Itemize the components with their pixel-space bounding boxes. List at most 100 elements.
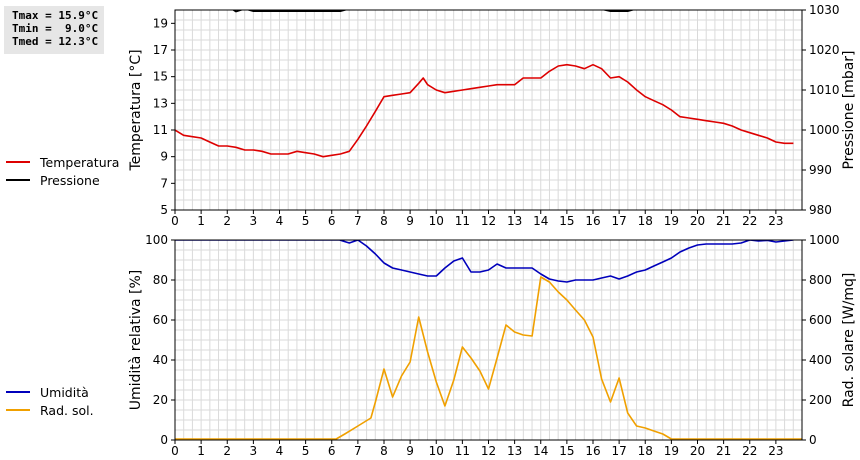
y-tick-label: 5 [160, 203, 168, 217]
y2-tick-label: 1030 [809, 3, 840, 17]
x-tick-label: 5 [302, 214, 310, 228]
y2-tick-label: 1000 [809, 123, 840, 137]
x-tick-label: 19 [664, 444, 679, 458]
y-tick-label: 80 [153, 273, 168, 287]
x-tick-label: 18 [638, 444, 653, 458]
series-line-temperatura [175, 63, 794, 158]
x-tick-label: 0 [171, 444, 179, 458]
y-tick-label: 11 [153, 123, 168, 137]
y2-tick-label: 400 [809, 353, 832, 367]
chart-2: 0 1 2 3 4 5 6 7 8 9 10 11 12 13 14 15 16 17 18 19 20 21 22 2302… [128, 233, 857, 458]
legend-item-temperatura: Temperatura [6, 153, 119, 171]
x-tick-label: 7 [354, 214, 362, 228]
y-tick-label: 60 [153, 313, 168, 327]
x-tick-label: 14 [533, 214, 548, 228]
legend-item-rad-sol: Rad. sol. [6, 401, 94, 419]
x-tick-label: 6 [328, 444, 336, 458]
legend-label-rad-sol: Rad. sol. [40, 402, 94, 418]
legend-item-pressione: Pressione [6, 171, 119, 189]
x-tick-label: 23 [768, 444, 783, 458]
x-tick-label: 8 [380, 444, 388, 458]
legend-bottom: Umidità Rad. sol. [6, 383, 94, 419]
x-tick-label: 10 [429, 214, 444, 228]
series-line-rad-sol [175, 276, 802, 440]
x-tick-label: 22 [742, 444, 757, 458]
y2-tick-label: 1000 [809, 233, 840, 247]
tmed-text: Tmed = 12.3°C [12, 35, 99, 48]
x-tick-label: 19 [664, 214, 679, 228]
y2-axis-title: Pressione [mbar] [841, 50, 857, 169]
x-tick-label: 20 [690, 214, 705, 228]
y-axis-title: Umidità relativa [%] [128, 270, 144, 411]
chart-1: 0 1 2 3 4 5 6 7 8 9 10 11 12 13 14 15 16 17 18 19 20 21 22 2357… [128, 3, 857, 228]
x-tick-label: 20 [690, 444, 705, 458]
stats-box: Tmax = 15.9°C Tmin = 9.0°C Tmed = 12.3°C [4, 6, 104, 54]
x-tick-label: 18 [638, 214, 653, 228]
x-tick-label: 9 [406, 214, 414, 228]
x-tick-label: 11 [455, 444, 470, 458]
legend-label-temperatura: Temperatura [40, 154, 120, 170]
x-tick-label: 13 [507, 214, 522, 228]
x-tick-label: 23 [768, 214, 783, 228]
x-tick-label: 15 [559, 214, 574, 228]
x-tick-label: 4 [276, 214, 284, 228]
x-tick-label: 12 [481, 214, 496, 228]
y-tick-label: 20 [153, 393, 168, 407]
x-tick-label: 12 [481, 444, 496, 458]
legend-swatch-umidita [6, 391, 30, 393]
x-tick-label: 1 [197, 214, 205, 228]
x-tick-label: 3 [250, 444, 258, 458]
x-tick-label: 15 [559, 444, 574, 458]
y2-tick-label: 980 [809, 203, 832, 217]
tmax-text: Tmax = 15.9°C [12, 9, 99, 22]
x-tick-label: 14 [533, 444, 548, 458]
x-tick-label: 17 [611, 214, 626, 228]
series-line-umidit [175, 240, 794, 283]
legend-label-umidita: Umidità [40, 384, 89, 400]
y-tick-label: 40 [153, 353, 168, 367]
y2-axis-title: Rad. solare [W/mq] [841, 273, 857, 408]
y-tick-label: 7 [160, 176, 168, 190]
y-tick-label: 0 [160, 433, 168, 447]
y-tick-label: 100 [145, 233, 168, 247]
y-axis-title: Temperatura [°C] [128, 49, 144, 171]
legend-label-pressione: Pressione [40, 172, 100, 188]
series-group [175, 240, 802, 440]
y2-tick-label: 0 [809, 433, 817, 447]
y-tick-label: 9 [160, 150, 168, 164]
x-tick-label: 16 [585, 444, 600, 458]
x-tick-label: 16 [585, 214, 600, 228]
y2-tick-label: 600 [809, 313, 832, 327]
x-tick-label: 22 [742, 214, 757, 228]
y2-tick-label: 990 [809, 163, 832, 177]
x-tick-label: 9 [406, 444, 414, 458]
x-tick-label: 0 [171, 214, 179, 228]
x-tick-label: 11 [455, 214, 470, 228]
y2-tick-label: 1020 [809, 43, 840, 57]
tmin-text: Tmin = 9.0°C [12, 22, 99, 35]
x-tick-label: 8 [380, 214, 388, 228]
x-tick-label: 2 [223, 214, 231, 228]
x-tick-label: 21 [716, 214, 731, 228]
x-tick-label: 17 [611, 444, 626, 458]
x-tick-label: 21 [716, 444, 731, 458]
x-tick-label: 3 [250, 214, 258, 228]
legend-top: Temperatura Pressione [6, 153, 119, 189]
y2-tick-label: 1010 [809, 83, 840, 97]
x-tick-label: 13 [507, 444, 522, 458]
y-tick-label: 13 [153, 96, 168, 110]
legend-swatch-pressione [6, 179, 30, 181]
x-tick-label: 4 [276, 444, 284, 458]
legend-item-umidita: Umidità [6, 383, 94, 401]
x-tick-label: 6 [328, 214, 336, 228]
x-tick-label: 7 [354, 444, 362, 458]
y2-tick-label: 800 [809, 273, 832, 287]
x-tick-label: 5 [302, 444, 310, 458]
y-tick-label: 15 [153, 70, 168, 84]
legend-swatch-temperatura [6, 161, 30, 163]
y-tick-label: 17 [153, 43, 168, 57]
y-tick-label: 19 [153, 16, 168, 30]
y2-tick-label: 200 [809, 393, 832, 407]
legend-swatch-rad-sol [6, 409, 30, 411]
